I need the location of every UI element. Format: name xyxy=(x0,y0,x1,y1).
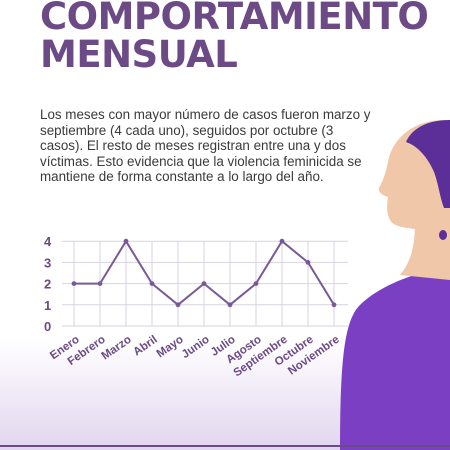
title-line-1: COMPORTAMIENTO xyxy=(40,0,429,38)
y-tick-label: 1 xyxy=(44,298,51,313)
title-line-2: MENSUAL xyxy=(40,33,238,76)
data-point xyxy=(305,260,311,265)
bottom-rule xyxy=(0,445,450,447)
earring xyxy=(439,230,447,240)
y-tick-label: 4 xyxy=(44,234,52,249)
data-point xyxy=(253,281,259,286)
figure-body xyxy=(340,268,450,450)
x-tick-label: Mayo xyxy=(155,334,186,361)
x-axis-ticks: EneroFebreroMarzoAbrilMayoJunioJulioAgos… xyxy=(48,334,342,380)
data-point xyxy=(331,302,337,308)
x-tick-label: Junio xyxy=(180,334,212,361)
data-point xyxy=(227,302,233,308)
woman-profile-illustration xyxy=(340,120,450,450)
figure-neck xyxy=(400,220,450,280)
data-point xyxy=(279,238,285,244)
figure-hair xyxy=(406,120,450,208)
data-point xyxy=(201,281,207,286)
monthly-line-chart: 0 1 2 3 4 EneroFebreroMarzoAbrilMayoJunioJul… xyxy=(44,234,348,380)
data-point xyxy=(149,281,155,286)
x-tick-label: Abril xyxy=(131,334,159,359)
y-tick-label: 2 xyxy=(44,277,51,292)
data-points xyxy=(71,238,337,308)
y-tick-label: 0 xyxy=(44,319,51,334)
y-axis-ticks: 0 1 2 3 4 xyxy=(44,234,52,334)
data-point xyxy=(123,238,129,244)
data-point xyxy=(97,281,103,286)
data-point xyxy=(175,302,181,308)
y-tick-label: 3 xyxy=(44,255,51,270)
page-title: COMPORTAMIENTO MENSUAL xyxy=(40,0,429,76)
data-point xyxy=(71,281,77,286)
x-tick-label: Marzo xyxy=(100,334,134,363)
description-text: Los meses con mayor número de casos fuer… xyxy=(40,107,371,185)
